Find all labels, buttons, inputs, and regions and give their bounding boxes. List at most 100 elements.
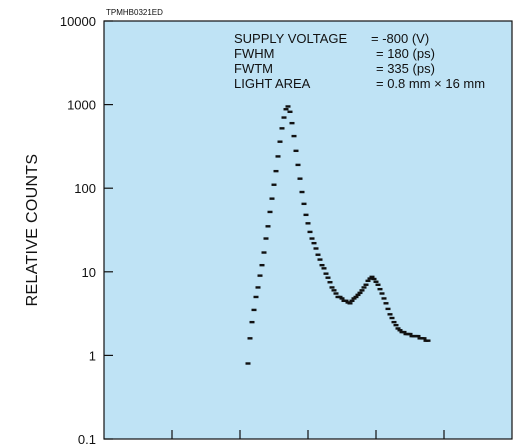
annotation-light-area-value: = 0.8 mm × 16 mm xyxy=(376,76,485,91)
data-point xyxy=(319,263,325,267)
data-point xyxy=(377,287,383,291)
data-point xyxy=(401,330,407,334)
data-point xyxy=(369,275,375,279)
data-point xyxy=(361,286,367,289)
data-point xyxy=(381,297,387,300)
data-point xyxy=(251,308,257,312)
annotation-supply-voltage-label: SUPPLY VOLTAGE xyxy=(234,31,348,46)
y-tick-label: 1 xyxy=(89,348,96,363)
y-tick-label: 0.1 xyxy=(78,432,96,445)
y-tick-label: 10000 xyxy=(60,14,96,29)
data-point xyxy=(261,251,267,254)
data-point xyxy=(281,116,287,119)
data-point xyxy=(355,293,361,297)
data-point xyxy=(293,149,299,153)
data-point xyxy=(395,327,401,330)
data-point xyxy=(421,337,427,340)
data-point xyxy=(295,163,301,167)
y-tick-label: 10 xyxy=(82,265,96,280)
figure-code: TPMHB0321ED xyxy=(106,8,163,17)
data-point xyxy=(387,313,393,316)
data-point xyxy=(363,283,369,286)
data-point xyxy=(245,362,251,365)
data-point xyxy=(325,276,331,279)
data-point xyxy=(303,213,309,217)
data-point xyxy=(367,277,373,280)
annotation-fwhm-value: = 180 (ps) xyxy=(376,46,435,61)
data-point xyxy=(397,329,403,332)
data-point xyxy=(287,110,293,114)
data-point xyxy=(393,323,399,327)
data-point xyxy=(323,272,329,275)
data-point xyxy=(289,121,295,125)
data-point xyxy=(285,105,291,108)
data-point xyxy=(353,295,359,299)
data-point xyxy=(329,286,335,289)
data-point xyxy=(333,292,339,295)
parameter-annotations: SUPPLY VOLTAGE = -800 (V) FWHM = 180 (ps… xyxy=(234,31,485,91)
data-point xyxy=(425,339,431,342)
data-point xyxy=(331,289,337,292)
data-point xyxy=(247,337,253,340)
data-point xyxy=(321,267,327,270)
y-tick-label: 100 xyxy=(74,181,96,196)
data-point xyxy=(351,297,357,300)
data-points xyxy=(245,105,431,365)
data-point xyxy=(415,334,421,338)
data-point xyxy=(273,169,279,173)
data-point xyxy=(307,230,313,234)
data-point xyxy=(267,210,273,214)
y-axis-label: RELATIVE COUNTS xyxy=(24,154,41,307)
data-point xyxy=(253,295,259,299)
data-point xyxy=(271,183,277,186)
data-point xyxy=(349,299,355,302)
plot-area xyxy=(103,20,513,440)
x-axis-ticks xyxy=(171,430,445,439)
data-point xyxy=(357,291,363,295)
annotation-supply-voltage-value: = -800 (V) xyxy=(371,31,429,46)
data-point xyxy=(383,302,389,305)
data-point xyxy=(259,263,265,267)
data-point xyxy=(407,332,413,336)
data-point xyxy=(309,237,315,240)
data-point xyxy=(255,286,261,289)
data-point xyxy=(371,277,377,281)
y-tick-label: 1000 xyxy=(67,98,96,113)
data-point xyxy=(385,307,391,311)
data-point xyxy=(297,177,303,180)
data-point xyxy=(291,134,297,138)
y-axis-ticks: 10000 1000 100 10 1 0.1 xyxy=(60,14,113,445)
annotation-fwtm-value: = 335 (ps) xyxy=(376,61,435,76)
data-point xyxy=(373,280,379,283)
data-point xyxy=(327,281,333,284)
data-point xyxy=(263,237,269,240)
data-point xyxy=(257,274,263,277)
data-point xyxy=(299,190,305,194)
annotation-fwtm-label: FWTM xyxy=(234,61,273,76)
data-point xyxy=(359,289,365,292)
data-point xyxy=(339,297,345,300)
data-point xyxy=(379,292,385,295)
data-point xyxy=(389,316,395,320)
data-point xyxy=(277,140,283,143)
data-point xyxy=(315,253,321,256)
data-point xyxy=(311,241,317,245)
data-point xyxy=(265,225,271,228)
data-point xyxy=(283,108,289,111)
data-point xyxy=(347,302,353,305)
data-point xyxy=(343,299,349,302)
data-point xyxy=(275,155,281,158)
data-point xyxy=(375,283,381,286)
data-point xyxy=(305,222,311,225)
annotation-fwhm-label: FWHM xyxy=(234,46,274,61)
data-point xyxy=(269,197,275,200)
data-point xyxy=(337,295,343,299)
data-point xyxy=(279,127,285,130)
data-point xyxy=(365,279,371,283)
data-point xyxy=(317,258,323,261)
data-point xyxy=(249,320,255,324)
data-point xyxy=(391,320,397,324)
data-point xyxy=(313,247,319,250)
annotation-light-area-label: LIGHT AREA xyxy=(234,76,311,91)
